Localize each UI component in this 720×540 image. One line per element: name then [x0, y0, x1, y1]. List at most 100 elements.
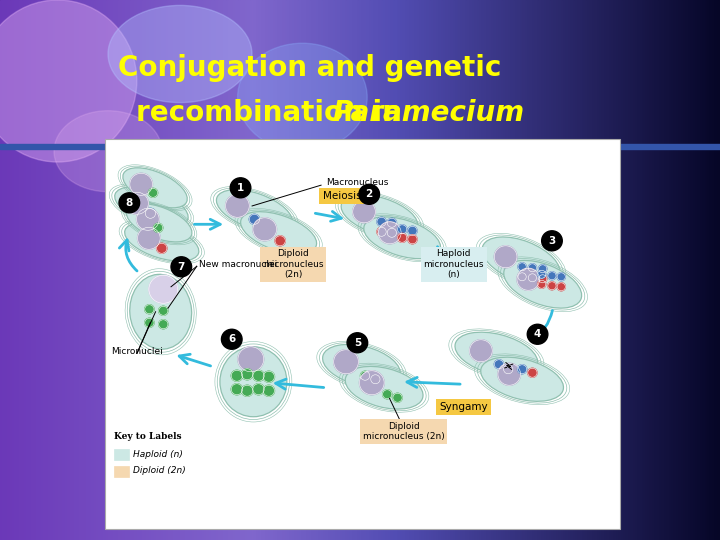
Bar	[708, 0, 711, 540]
Bar	[86, 0, 89, 540]
Bar	[259, 0, 262, 540]
Bar	[166, 0, 168, 540]
Circle shape	[387, 218, 397, 227]
Bar	[430, 0, 433, 540]
Bar	[338, 0, 341, 540]
Bar	[319, 0, 323, 540]
Bar	[158, 0, 161, 540]
Bar	[423, 0, 426, 540]
Bar	[114, 465, 129, 477]
Bar	[297, 0, 301, 540]
Bar	[437, 0, 440, 540]
Bar	[415, 0, 418, 540]
Bar	[523, 0, 526, 540]
Circle shape	[379, 222, 401, 244]
Circle shape	[171, 257, 192, 277]
Circle shape	[145, 305, 154, 314]
Bar	[19, 0, 22, 540]
Bar	[279, 0, 282, 540]
Bar	[257, 0, 260, 540]
Bar	[581, 0, 584, 540]
Bar	[468, 0, 471, 540]
Bar	[418, 0, 420, 540]
Text: Key to Labels: Key to Labels	[114, 432, 182, 441]
Bar	[629, 0, 632, 540]
Bar	[677, 0, 680, 540]
Text: Syngamy: Syngamy	[440, 402, 488, 411]
Text: Haploid (n): Haploid (n)	[133, 450, 183, 458]
Circle shape	[382, 390, 392, 399]
Bar	[199, 0, 202, 540]
Bar	[99, 0, 102, 540]
Circle shape	[126, 192, 148, 214]
Bar	[675, 0, 678, 540]
Bar	[526, 0, 528, 540]
Bar	[682, 0, 685, 540]
Bar	[348, 0, 351, 540]
Circle shape	[361, 371, 370, 380]
Circle shape	[517, 268, 539, 291]
Ellipse shape	[482, 237, 560, 285]
Bar	[74, 0, 78, 540]
Bar	[315, 0, 318, 540]
Bar	[24, 0, 27, 540]
Bar	[130, 0, 132, 540]
Bar	[456, 0, 459, 540]
Bar	[559, 0, 562, 540]
Circle shape	[253, 370, 264, 381]
Bar	[693, 0, 697, 540]
Text: recombination in: recombination in	[136, 99, 411, 127]
Text: 4: 4	[534, 329, 541, 339]
Bar	[480, 0, 483, 540]
Bar	[238, 0, 240, 540]
Bar	[545, 0, 548, 540]
Bar	[672, 0, 675, 540]
Circle shape	[153, 224, 163, 232]
Bar	[250, 0, 253, 540]
Circle shape	[548, 272, 556, 280]
Bar	[269, 0, 272, 540]
Bar	[331, 0, 334, 540]
Bar	[610, 0, 613, 540]
Bar	[391, 0, 395, 540]
Circle shape	[518, 263, 526, 271]
Circle shape	[157, 244, 167, 253]
Bar	[149, 0, 152, 540]
Bar	[151, 0, 154, 540]
Bar	[326, 0, 330, 540]
Bar	[333, 0, 337, 540]
Bar	[650, 0, 654, 540]
Bar	[202, 0, 204, 540]
Bar	[173, 0, 176, 540]
Bar	[302, 0, 305, 540]
Bar	[660, 0, 663, 540]
Circle shape	[264, 385, 274, 396]
Bar	[506, 0, 510, 540]
Text: 2: 2	[366, 190, 373, 199]
Bar	[283, 0, 287, 540]
Bar	[396, 0, 399, 540]
Text: New macronuclei: New macronuclei	[199, 260, 277, 269]
Circle shape	[541, 231, 562, 251]
Bar	[367, 0, 370, 540]
Bar	[444, 0, 447, 540]
Bar	[72, 0, 75, 540]
Bar	[718, 0, 720, 540]
Ellipse shape	[481, 357, 564, 401]
Bar	[329, 0, 332, 540]
Circle shape	[539, 265, 546, 273]
Bar	[636, 0, 639, 540]
Bar	[482, 0, 485, 540]
Bar	[382, 0, 384, 540]
Ellipse shape	[220, 347, 287, 417]
Bar	[365, 0, 368, 540]
Bar	[463, 0, 467, 540]
Bar	[271, 0, 274, 540]
Circle shape	[241, 369, 253, 380]
Bar	[240, 0, 243, 540]
Circle shape	[119, 193, 140, 213]
Bar	[48, 0, 51, 540]
Text: 7: 7	[178, 262, 185, 272]
Bar	[516, 0, 519, 540]
Bar	[182, 0, 186, 540]
